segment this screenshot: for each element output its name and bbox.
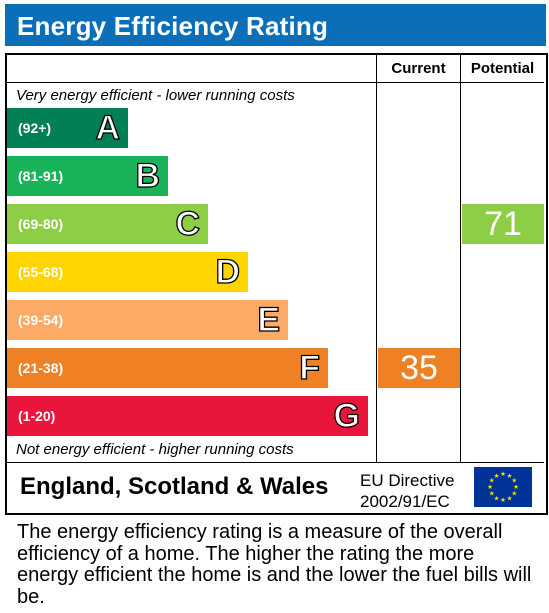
current-column-divider xyxy=(376,55,377,463)
band-letter: B xyxy=(135,156,161,195)
band-f: (21-38) F xyxy=(7,348,328,388)
band-a: (92+) A xyxy=(7,108,128,148)
band-e: (39-54) E xyxy=(7,300,288,340)
band-d: (55-68) D xyxy=(7,252,248,292)
eu-directive: EU Directive 2002/91/EC xyxy=(360,470,454,512)
top-note: Very energy efficient - lower running co… xyxy=(16,87,295,104)
footnote: The energy efficiency rating is a measur… xyxy=(17,521,532,608)
eu-star: ★ xyxy=(511,477,517,485)
band-letter: F xyxy=(299,348,321,387)
band-c: (69-80) C xyxy=(7,204,208,244)
eu-star: ★ xyxy=(511,490,517,498)
band-letter: C xyxy=(175,204,201,243)
eu-star: ★ xyxy=(500,470,506,478)
bottom-note: Not energy efficient - higher running co… xyxy=(16,441,294,458)
band-range-label: (92+) xyxy=(18,120,52,136)
band-letter: A xyxy=(95,108,121,147)
band-range-label: (69-80) xyxy=(18,216,64,232)
eu-directive-line2: 2002/91/EC xyxy=(360,492,450,511)
eu-star: ★ xyxy=(500,496,506,504)
band-letter: G xyxy=(333,396,361,435)
band-range-label: (81-91) xyxy=(18,168,64,184)
band-range-label: (55-68) xyxy=(18,264,64,280)
band-range-label: (39-54) xyxy=(18,312,64,328)
eu-star: ★ xyxy=(513,483,519,491)
band-g: (1-20) G xyxy=(7,396,368,436)
band-range-label: (1-20) xyxy=(18,408,56,424)
footer-divider xyxy=(7,462,544,463)
current-rating: 35 xyxy=(378,348,460,388)
potential-column-divider xyxy=(460,55,461,463)
eu-star: ★ xyxy=(489,490,495,498)
rating-table-frame xyxy=(5,53,548,515)
chart-title: Energy Efficiency Rating xyxy=(17,11,329,41)
footer-region: England, Scotland & Wales xyxy=(20,473,329,500)
eu-star: ★ xyxy=(494,472,500,480)
eu-star: ★ xyxy=(489,477,495,485)
band-b: (81-91) B xyxy=(7,156,168,196)
title-bar: Energy Efficiency Rating xyxy=(5,4,546,46)
eu-star: ★ xyxy=(507,472,513,480)
band-range-label: (21-38) xyxy=(18,360,64,376)
potential-rating: 71 xyxy=(462,204,544,244)
eu-star: ★ xyxy=(494,494,500,502)
eu-star: ★ xyxy=(507,494,513,502)
potential-column-header: Potential xyxy=(470,60,535,77)
eu-directive-line1: EU Directive xyxy=(360,471,455,490)
current-column-header: Current xyxy=(391,60,446,77)
band-letter: E xyxy=(257,300,281,339)
band-letter: D xyxy=(215,252,241,291)
eu-flag-icon: ★ ★★★★★★★★★★★ xyxy=(474,467,532,507)
eu-star: ★ xyxy=(487,483,493,491)
header-divider xyxy=(7,82,544,83)
